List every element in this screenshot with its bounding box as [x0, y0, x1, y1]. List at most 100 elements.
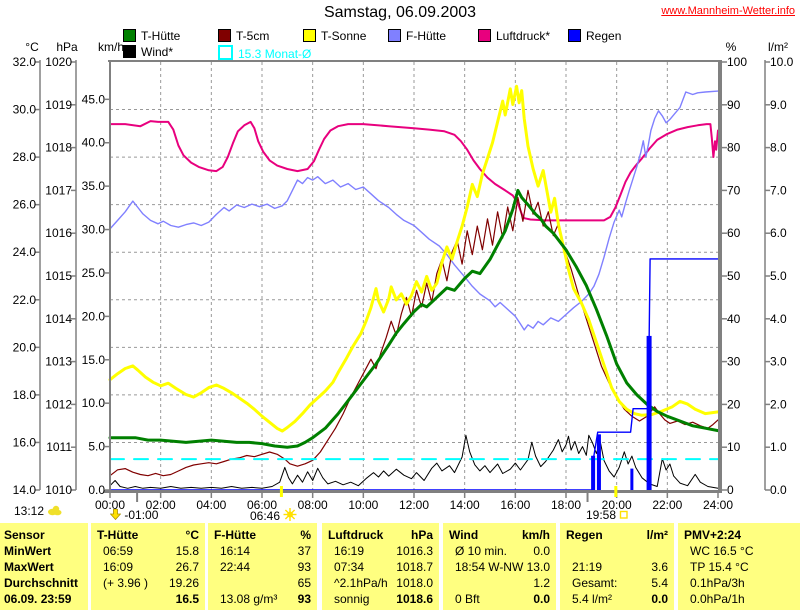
weather-chart: 32.0 30.0 28.0 26.0 24.0 22.0 20.0 18.0 16.0 14.0…	[13, 55, 794, 512]
axis-tick-label: 1013	[45, 355, 72, 369]
series-bar-Regen-Intervall	[630, 468, 634, 490]
table-cell: l/m²	[646, 528, 668, 542]
legend-swatch-icon	[478, 29, 491, 42]
legend-item-1-0: T-Hütte	[123, 29, 181, 43]
axis-tick-label: 50	[727, 269, 741, 283]
table-column-4: Wind km/h Ø 10 min. 0.0 18:54 W-NW 13.0 1.2 0 B…	[443, 523, 556, 610]
table-cell: km/h	[521, 528, 550, 542]
axis-tick-label: 40.0	[82, 136, 106, 150]
x-tick-label: 18:00	[551, 498, 581, 512]
table-cell: (+ 3.96 )	[103, 576, 149, 590]
series-bar-Regen-Intervall	[646, 335, 652, 490]
legend-label: Wind*	[141, 45, 174, 59]
table-column-6: PMV+2:24 WC 16.5 °C TP 15.4 °C 0.1hPa/3h 0.0…	[678, 523, 800, 610]
table-cell: 16:09	[103, 560, 134, 574]
axis-tick-label: 24.0	[13, 245, 37, 259]
axis-tick-label: 1019	[45, 98, 72, 112]
sunshine-duration-value: 13:12	[14, 504, 45, 518]
table-cell: 21:19	[572, 560, 603, 574]
x-tick-label: 22:00	[652, 498, 682, 512]
website-link[interactable]: www.Mannheim-Wetter.info	[661, 5, 795, 17]
legend-item-1-2: T-Sonne	[303, 29, 367, 43]
axis-tick-label: 80	[727, 141, 741, 155]
axis-tick-label: 20.0	[82, 309, 106, 323]
table-cell: 5.4 l/m²	[572, 592, 613, 606]
x-tick-label: 02:00	[146, 498, 176, 512]
axis-tick-label: 1010	[45, 483, 72, 497]
axis-tick-label: 30	[727, 355, 741, 369]
axis-tick-label: 1015	[45, 269, 72, 283]
table-cell: W-NW 13.0	[488, 560, 550, 574]
legend-swatch-icon	[123, 45, 136, 58]
x-tick-label: 04:00	[196, 498, 226, 512]
table-cell: 13.08 g/m³	[220, 592, 278, 606]
axis-header-lm2: l/m²	[768, 40, 788, 54]
axis-tick-label: 10.0	[82, 396, 106, 410]
table-cell: 22:44	[220, 560, 251, 574]
legend-label: T-Hütte	[141, 29, 181, 43]
axis-tick-label: 0.0	[88, 483, 105, 497]
table-cell: 0.0	[651, 592, 668, 606]
axis-tick-label: 1020	[45, 55, 72, 69]
table-cell: Durchschnitt	[4, 576, 79, 590]
time-offset-value: -01:00	[124, 508, 159, 522]
arrow-down-icon	[109, 508, 122, 521]
axis-tick-label: 9.0	[770, 98, 787, 112]
axis-tick-label: 70	[727, 183, 741, 197]
axis-tick-label: 20	[727, 397, 741, 411]
x-tick-label: 08:00	[298, 498, 328, 512]
axis-tick-label: 22.0	[13, 293, 37, 307]
axis-header-degc: °C	[25, 40, 39, 54]
axis-tick-label: 15.0	[82, 353, 106, 367]
table-cell: 07:34	[334, 560, 365, 574]
table-cell: Gesamt:	[572, 576, 618, 590]
legend-item-2-0: Wind*	[123, 45, 174, 59]
table-cell: 15.8	[175, 544, 199, 558]
axis-tick-label: 14.0	[13, 483, 37, 497]
table-cell: Wind	[449, 528, 479, 542]
axis-tick-label: 32.0	[13, 55, 37, 69]
sunset-square-icon	[620, 510, 629, 519]
table-cell: °C	[185, 528, 199, 542]
legend-item-2-1: 15.3 Monat-Ø	[218, 45, 312, 61]
axis-tick-label: 4.0	[770, 312, 787, 326]
table-cell: 3.6	[651, 560, 668, 574]
table-cell: Regen	[566, 528, 603, 542]
axis-tick-label: 0.0	[770, 483, 787, 497]
table-cell: 0.0	[533, 592, 550, 606]
table-cell: hPa	[410, 528, 433, 542]
table-cell: 06:59	[103, 544, 134, 558]
series-Regen-Summe	[109, 258, 719, 491]
sunshine-duration: 13:12	[14, 504, 62, 518]
axis-header-pct: %	[725, 40, 737, 54]
table-cell: %	[300, 528, 311, 542]
axis-tick-label: 7.0	[770, 183, 787, 197]
axis-tick-label: 8.0	[770, 141, 787, 155]
table-cell: sonnig	[334, 592, 370, 606]
x-tick-label: 00:00	[95, 498, 125, 512]
axis-header-hpa: hPa	[56, 40, 78, 54]
table-cell: T-Hütte	[97, 528, 139, 542]
table-column-2: F-Hütte% 16:14 37 22:44 93 65 13.08 g/m³ 93	[208, 523, 317, 610]
legend-label: T-Sonne	[321, 29, 367, 43]
legend-label: 15.3 Monat-Ø	[238, 47, 312, 61]
table-cell: 1016.3	[396, 544, 433, 558]
series-bar-Regen-Intervall	[596, 434, 601, 490]
table-cell: WC 16.5 °C	[690, 544, 754, 558]
legend-label: F-Hütte	[406, 29, 447, 43]
axis-tick-label: 30.0	[82, 223, 106, 237]
series-T-Sonne	[108, 84, 720, 433]
page-title: Samstag, 06.09.2003	[323, 4, 477, 21]
table-cell: 0.0hPa/1h	[690, 592, 745, 606]
table-cell: 0.0	[533, 544, 550, 558]
axis-tick-label: 1017	[45, 183, 72, 197]
table-column-5: Regen l/m² 21:19 3.6 Gesamt: 5.4 5.4 l/m² 0.0	[560, 523, 674, 610]
sunset-time: 19:58	[586, 508, 617, 522]
axis-tick-label: 40	[727, 312, 741, 326]
axis-tick-label: 5.0	[88, 440, 105, 454]
table-cell: 1018.0	[396, 576, 433, 590]
table-column-sensor: Sensor MinWert MaxWert Durchschnitt 06.09. 2…	[0, 523, 88, 610]
legend-label: Luftdruck*	[496, 29, 551, 43]
series-T-Hütte	[108, 188, 720, 449]
